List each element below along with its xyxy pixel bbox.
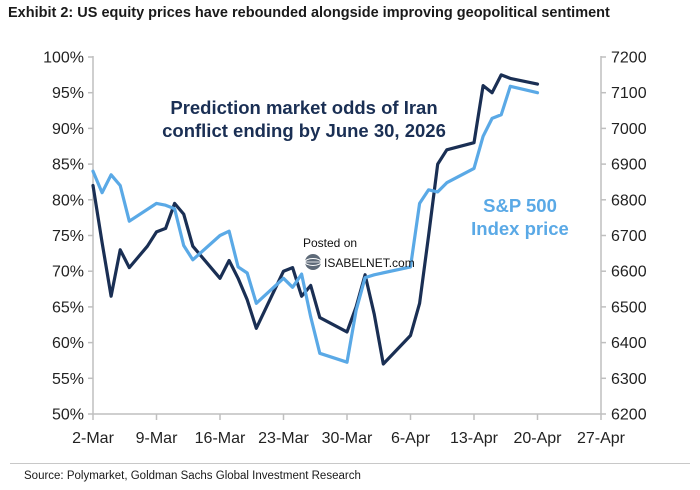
y-left-tick-label: 100% [43, 50, 84, 67]
x-tick-label: 16-Mar [195, 430, 246, 447]
series-line-conflict-odds [91, 73, 540, 366]
x-tick-label: 2-Mar [72, 430, 114, 447]
y-left-tick-label: 55% [52, 371, 84, 388]
y-right-tick-label: 7000 [611, 121, 647, 138]
y-right-tick-label: 6400 [611, 335, 647, 352]
chart: 50% 55% 60% 65% 70% 75% 80% 85% 90% 95% 100% 6200 63… [43, 50, 647, 448]
source-note: Source: Polymarket, Goldman Sachs Global… [24, 470, 361, 482]
chart-title: Exhibit 2: US equity prices have rebound… [8, 5, 610, 21]
y-right-tick-label: 6700 [611, 228, 647, 245]
y-right-tick-label: 6900 [611, 157, 647, 174]
x-tick-label: 23-Mar [258, 430, 309, 447]
y-right-tick-label: 7200 [611, 50, 647, 67]
watermark-logo-icon [304, 254, 322, 270]
y-right-tick-label: 6200 [611, 407, 647, 424]
y-left-tick-label: 60% [52, 335, 84, 352]
axis-labels: 50% 55% 60% 65% 70% 75% 80% 85% 90% 95% 100% 6200 63… [43, 50, 647, 448]
y-right-tick-label: 6600 [611, 264, 647, 281]
y-left-tick-label: 75% [52, 228, 84, 245]
annotation-conflict-odds: conflict ending by June 30, 2026 [162, 120, 446, 141]
y-right-tick-label: 6800 [611, 192, 647, 209]
watermark-line-1: Posted on [303, 236, 357, 250]
x-tick-label: 20-Apr [513, 430, 562, 447]
y-left-tick-label: 95% [52, 85, 84, 102]
x-tick-label: 30-Mar [322, 430, 373, 447]
annotation-sp500: Index price [471, 218, 569, 239]
x-tick-label: 13-Apr [450, 430, 499, 447]
series-line-sp500 [91, 84, 540, 364]
y-right-tick-label: 6300 [611, 371, 647, 388]
y-left-tick-label: 80% [52, 192, 84, 209]
y-right-tick-label: 7100 [611, 85, 647, 102]
axes [88, 56, 606, 420]
y-right-tick-label: 6500 [611, 299, 647, 316]
watermark: Posted on ISABELNET.com [303, 236, 415, 270]
series-lines [91, 73, 540, 366]
x-tick-label: 9-Mar [136, 430, 178, 447]
watermark-line-2: ISABELNET.com [324, 256, 415, 270]
annotation-sp500: S&P 500 [483, 195, 557, 216]
y-left-tick-label: 70% [52, 264, 84, 281]
y-left-tick-label: 90% [52, 121, 84, 138]
x-tick-label: 27-Apr [577, 430, 626, 447]
y-left-tick-label: 65% [52, 299, 84, 316]
y-left-tick-label: 85% [52, 157, 84, 174]
annotation-conflict-odds: Prediction market odds of Iran [170, 97, 437, 118]
x-tick-label: 6-Apr [391, 430, 431, 447]
y-left-tick-label: 50% [52, 407, 84, 424]
footer-divider [10, 463, 690, 464]
